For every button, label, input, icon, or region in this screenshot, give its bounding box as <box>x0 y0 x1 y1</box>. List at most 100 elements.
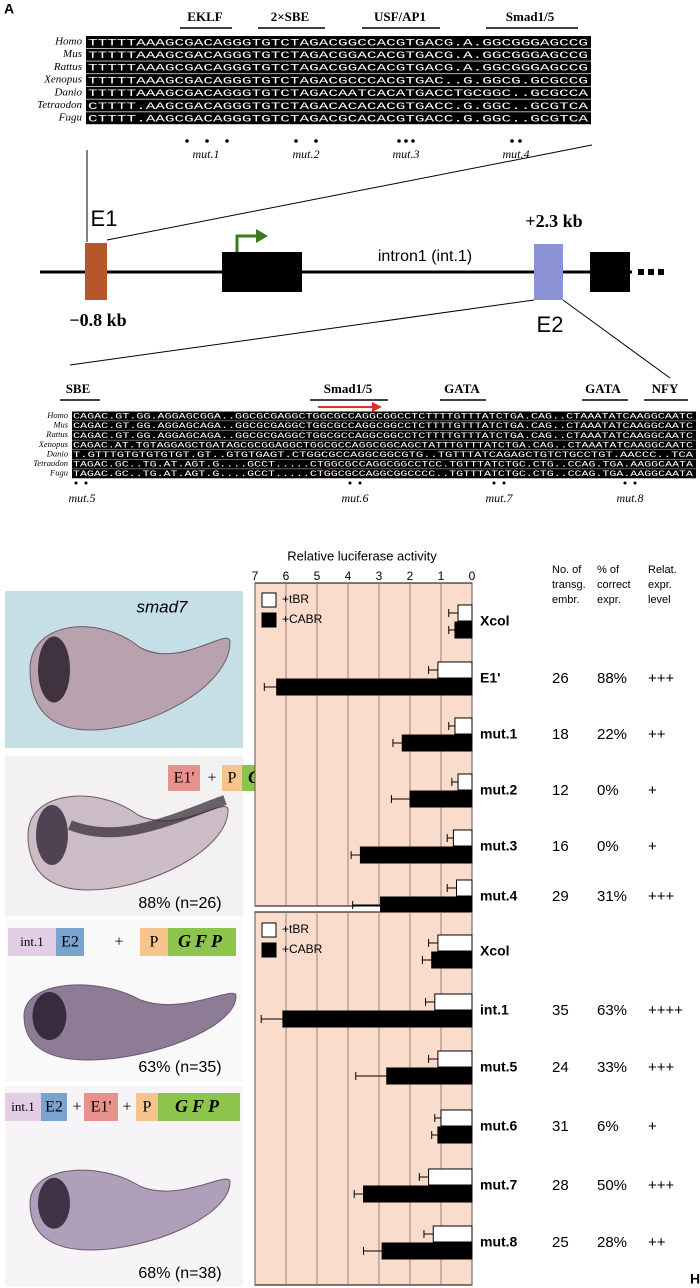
construct-label: P <box>228 770 237 787</box>
sequence: TAGAC.GC..TG.AT.AGT.G....GCCT.....CTGGCG… <box>73 461 693 470</box>
bar <box>437 1126 473 1144</box>
table-cell: +++ <box>648 670 675 687</box>
motif-label: Smad1/5 <box>506 9 555 24</box>
table-cell: +++ <box>648 888 675 905</box>
sequence-bg <box>86 74 591 87</box>
table-header: expr. <box>597 594 621 606</box>
sequence-bg <box>86 48 591 61</box>
mutation-label: mut.6 <box>342 491 369 505</box>
gfp-stripe <box>68 795 227 838</box>
species-label: Rattus <box>53 61 82 73</box>
x-tick-label: 1 <box>438 569 445 583</box>
bar <box>454 621 473 639</box>
table-cell: ++ <box>648 1234 666 1251</box>
table-cell: 0% <box>597 838 619 855</box>
table-cell: 28 <box>552 1177 569 1194</box>
sequence-bg <box>72 430 696 440</box>
bar <box>437 934 473 952</box>
species-label: Xenopus <box>38 439 69 449</box>
sequence-bg <box>72 449 696 460</box>
sequence-bg <box>72 440 696 450</box>
bar <box>437 661 473 679</box>
panel-letter: H <box>690 1271 700 1287</box>
mutation-label: mut.4 <box>503 147 530 161</box>
table-cell: + <box>648 1118 657 1135</box>
bar <box>401 734 473 752</box>
table-cell: 26 <box>552 670 569 687</box>
motif-label: 2×SBE <box>271 9 309 24</box>
result-label: 68% (n=38) <box>138 1265 221 1282</box>
e2-label: E2 <box>537 312 564 337</box>
table-header: No. of <box>552 564 582 576</box>
species-label: Rattus <box>45 429 68 439</box>
construct-box <box>8 928 56 956</box>
table-cell: 63% <box>597 1002 627 1019</box>
construct-box <box>168 928 236 956</box>
mutation-label: mut.5 <box>69 491 96 505</box>
embryo-head <box>38 636 70 703</box>
sequence: TTTTTAAAGCGACAGGGTGTCTAGACGGACACGTGACG.A… <box>88 63 588 75</box>
e1-position: −0.8 kb <box>69 310 126 330</box>
embryo-body <box>29 1169 231 1251</box>
construct-label: int.1 <box>20 934 43 949</box>
embryo-head <box>32 992 67 1040</box>
category-label: mut.7 <box>480 1177 518 1193</box>
mutation-label: mut.8 <box>617 491 644 505</box>
construct-label: int.1 <box>11 1099 34 1114</box>
bar <box>456 879 473 897</box>
sequence-bg <box>72 459 696 469</box>
legend-label: +tBR <box>282 592 309 606</box>
sequence: TTTTTAAAGCGACAGGGTGTCTAGACGGACACGTGACG.A… <box>88 50 588 62</box>
category-label: mut.1 <box>480 726 518 742</box>
table-cell: 18 <box>552 726 569 743</box>
e2-position: +2.3 kb <box>525 211 582 231</box>
table-cell: + <box>648 838 657 855</box>
category-label: mut.6 <box>480 1118 518 1134</box>
construct-box <box>168 765 200 791</box>
x-tick-label: 5 <box>314 569 321 583</box>
sequence: T.GTTTGTGTGTGTGT.GT..GTGTGAGT.CTGGCGCCAG… <box>73 451 693 460</box>
chart-background <box>254 911 473 1286</box>
e1-label: E1 <box>91 206 118 231</box>
legend-label: +CABR <box>282 942 323 956</box>
bar <box>452 829 473 847</box>
bar <box>409 790 473 808</box>
table-header: % of <box>597 564 620 576</box>
legend-swatch <box>261 922 277 938</box>
construct-label: + <box>207 770 216 787</box>
construct-label: E1' <box>91 1099 112 1116</box>
mutation-label: mut.2 <box>293 147 320 161</box>
gene-map <box>40 144 671 379</box>
construct-box <box>56 928 84 956</box>
motif-label: Smad1/5 <box>324 381 373 396</box>
table-cell: ++++ <box>648 1002 683 1019</box>
mutation-label: mut.1 <box>193 147 220 161</box>
sequence: TAGAC.GC..TG.AT.AGT.G....GCCT.....CTGGCG… <box>73 470 693 479</box>
sequence: CAGAC.GT.GG.AGGAGCAGA..GGCGCGAGGCTGGCGCC… <box>73 422 693 431</box>
table-header: Relat. <box>648 564 677 576</box>
bar <box>363 1185 473 1203</box>
legend-swatch <box>261 592 277 608</box>
mutation-label: mut.3 <box>393 147 420 161</box>
legend-label: +CABR <box>282 612 323 626</box>
x-tick-label: 3 <box>376 569 383 583</box>
construct-label: + <box>122 1099 131 1116</box>
sequence: TTTTTAAAGCGACAGGGTGTCTAGACGCCCACGTGAC..G… <box>88 75 588 87</box>
sequence-bg <box>72 411 696 421</box>
bar <box>454 717 473 735</box>
motif-label: GATA <box>585 381 621 396</box>
mutation-label: mut.7 <box>486 491 514 505</box>
mutation-dots <box>74 139 637 485</box>
table-cell: 50% <box>597 1177 627 1194</box>
sequence: TTTTTAAAGCGACAGGGTGTCTAGACAATCACATGACCTG… <box>88 88 589 100</box>
table-cell: 16 <box>552 838 569 855</box>
legend-swatch <box>261 942 277 958</box>
embryo-head <box>38 1177 70 1229</box>
table-header: correct <box>597 579 631 591</box>
bar <box>386 1067 473 1085</box>
x-tick-label: 6 <box>283 569 290 583</box>
sequence-bg <box>72 469 696 479</box>
sequence: CAGAC.GT.GG.AGGAGCAGA..GGCGCGAGGCTGGCGCC… <box>73 432 693 441</box>
table-cell: 0% <box>597 782 619 799</box>
